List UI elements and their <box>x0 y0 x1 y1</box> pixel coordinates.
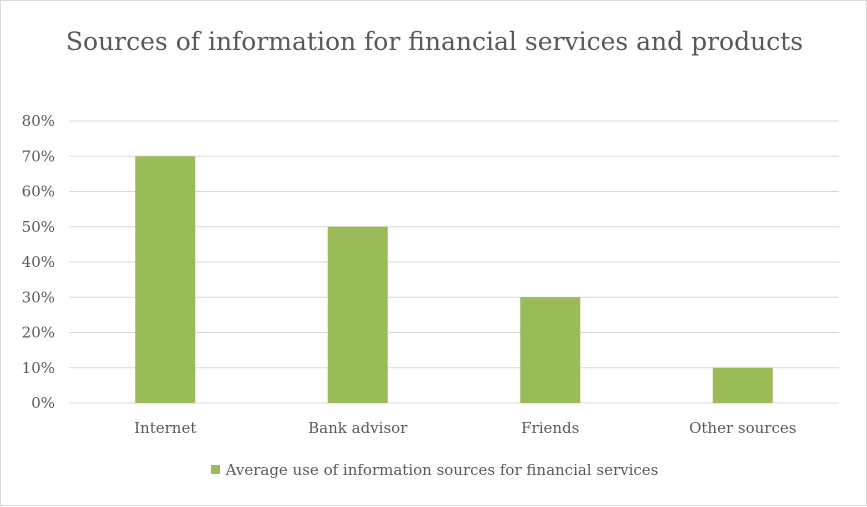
y-tick-label: 30% <box>22 288 55 306</box>
legend-label: Average use of information sources for f… <box>225 461 659 479</box>
legend: Average use of information sources for f… <box>1 461 867 479</box>
x-tick-label: Bank advisor <box>308 419 408 437</box>
y-tick-labels: 0% 10% 20% 30% 40% 50% 60% 70% 80% <box>22 112 55 412</box>
x-tick-labels: Internet Bank advisor Friends Other sources <box>134 419 796 437</box>
x-tick-label: Other sources <box>689 419 796 437</box>
y-tick-label: 70% <box>22 147 55 165</box>
chart-title: Sources of information for financial ser… <box>65 27 804 56</box>
bar <box>135 156 196 403</box>
y-tick-label: 50% <box>22 218 55 236</box>
legend-swatch <box>210 465 220 474</box>
bars <box>135 156 773 403</box>
x-tick-label: Friends <box>521 419 579 437</box>
bar <box>520 297 581 403</box>
y-tick-label: 10% <box>22 359 55 377</box>
y-tick-label: 0% <box>31 394 55 412</box>
y-tick-label: 20% <box>22 324 55 342</box>
y-tick-label: 40% <box>22 253 55 271</box>
y-tick-label: 80% <box>22 112 55 130</box>
gridlines <box>69 120 839 404</box>
x-tick-label: Internet <box>134 419 196 437</box>
bar <box>712 367 773 403</box>
bar <box>327 226 388 403</box>
y-tick-label: 60% <box>22 183 55 201</box>
